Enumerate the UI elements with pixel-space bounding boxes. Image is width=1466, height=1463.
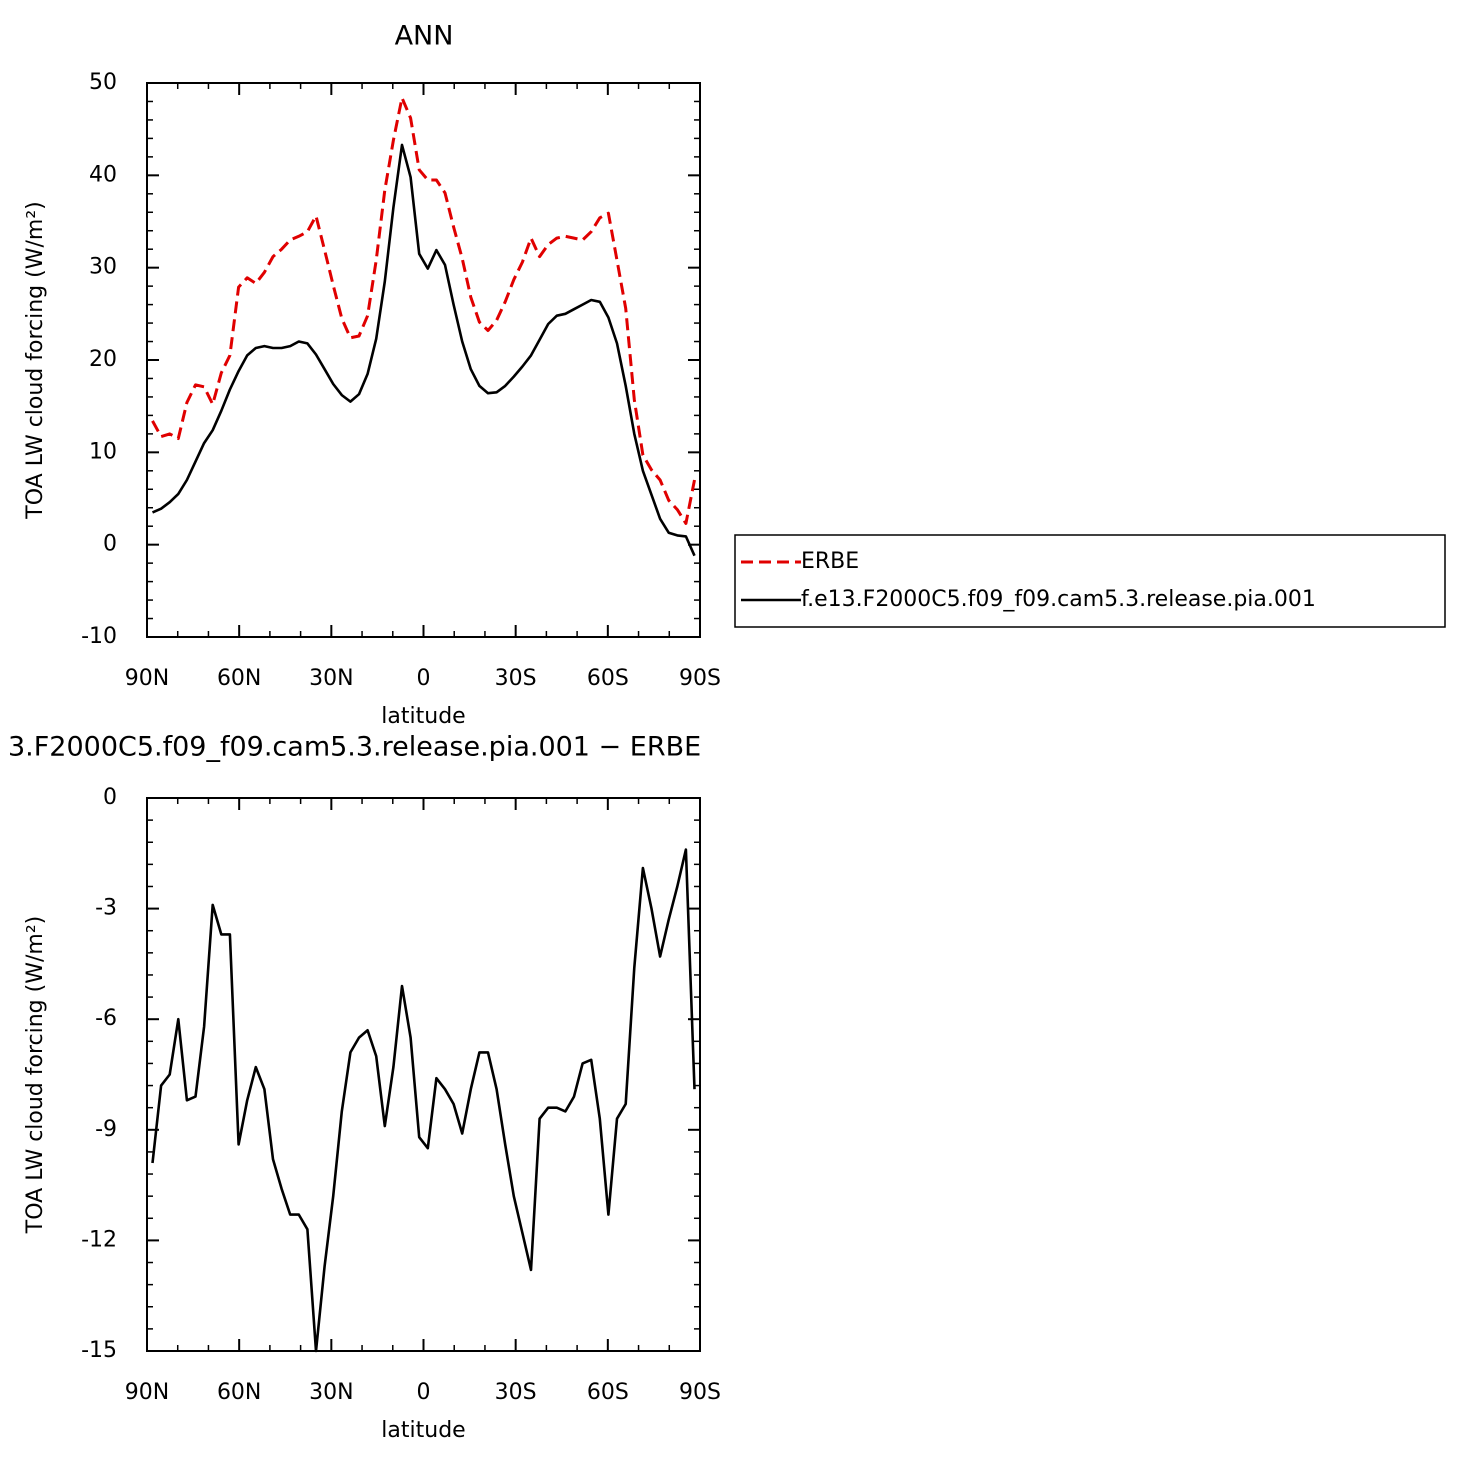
- y-tick-label: -6: [95, 1006, 117, 1031]
- y-tick-label: -15: [81, 1338, 117, 1363]
- data-line: [151, 143, 696, 557]
- x-tick-label: 90S: [679, 1380, 721, 1405]
- x-tick-label: 0: [417, 1380, 431, 1405]
- legend-label: ERBE: [801, 549, 859, 574]
- data-line: [151, 848, 696, 1353]
- x-tick-label: 60N: [217, 1380, 261, 1405]
- x-tick-label: 90S: [679, 666, 721, 691]
- x-tick-label: 60S: [587, 1380, 629, 1405]
- y-tick-label: -12: [81, 1227, 117, 1252]
- y-axis-label: TOA LW cloud forcing (W/m²): [23, 916, 48, 1234]
- y-tick-label: 0: [103, 785, 117, 810]
- y-axis-label: TOA LW cloud forcing (W/m²): [23, 201, 48, 519]
- y-tick-label: -9: [95, 1117, 117, 1142]
- x-axis-label: latitude: [381, 1418, 465, 1443]
- x-tick-label: 30S: [495, 1380, 537, 1405]
- x-tick-label: 30N: [309, 1380, 353, 1405]
- y-tick-label: -10: [81, 624, 117, 649]
- x-tick-label: 90N: [125, 1380, 169, 1405]
- x-tick-label: 60N: [217, 666, 261, 691]
- x-tick-label: 0: [417, 666, 431, 691]
- y-tick-label: 40: [89, 162, 117, 187]
- y-tick-label: 50: [89, 70, 117, 95]
- x-axis-label: latitude: [381, 704, 465, 729]
- legend-label: f.e13.F2000C5.f09_f09.cam5.3.release.pia…: [801, 587, 1316, 612]
- data-line: [151, 96, 696, 525]
- x-tick-label: 30N: [309, 666, 353, 691]
- x-tick-label: 90N: [125, 666, 169, 691]
- y-tick-label: 30: [89, 255, 117, 280]
- legend-box: [734, 534, 1446, 628]
- plot-frame: [146, 797, 701, 1352]
- chart-title: 3.F2000C5.f09_f09.cam5.3.release.pia.001…: [8, 732, 701, 763]
- chart-title: ANN: [395, 21, 454, 52]
- x-tick-label: 60S: [587, 666, 629, 691]
- y-tick-label: -3: [95, 896, 117, 921]
- x-tick-label: 30S: [495, 666, 537, 691]
- y-tick-label: 20: [89, 347, 117, 372]
- y-tick-label: 0: [103, 532, 117, 557]
- y-tick-label: 10: [89, 439, 117, 464]
- plot-frame: [146, 82, 701, 638]
